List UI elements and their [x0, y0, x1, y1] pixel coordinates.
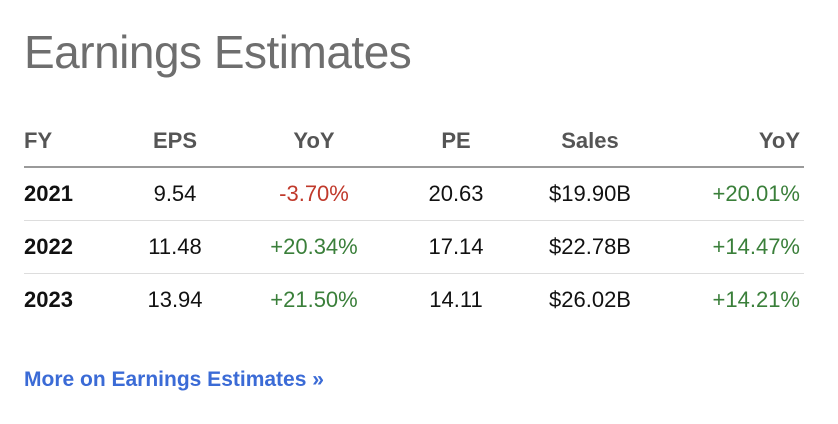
widget-title: Earnings Estimates [24, 26, 412, 78]
table-row: 2021 9.54 -3.70% 20.63 $19.90B +20.01% [24, 167, 804, 221]
header-row: FY EPS YoY PE Sales YoY [24, 116, 804, 168]
table-row: 2023 13.94 +21.50% 14.11 $26.02B +14.21% [24, 274, 804, 327]
eps-cell: 13.94 [147, 287, 203, 312]
more-earnings-estimates-link[interactable]: More on Earnings Estimates » [24, 368, 324, 391]
eps-cell: 9.54 [116, 167, 234, 221]
table-row: 2022 11.48 +20.34% 17.14 $22.78B +14.47% [24, 220, 804, 274]
sales-cell: $22.78B [518, 220, 662, 274]
sales-yoy-cell: +20.01% [662, 167, 804, 221]
pe-cell: 17.14 [394, 220, 518, 274]
eps-yoy-cell: +21.50% [270, 287, 358, 312]
pe-cell: 20.63 [394, 167, 518, 221]
eps-yoy-cell: +20.34% [234, 220, 394, 274]
sales-cell: $19.90B [518, 167, 662, 221]
column-header-eps-yoy: YoY [234, 116, 394, 168]
column-header-sales: Sales [518, 116, 662, 168]
table-body: 2021 9.54 -3.70% 20.63 $19.90B +20.01% 2… [24, 167, 804, 326]
sales-yoy-cell: +14.47% [662, 220, 804, 274]
column-header-pe: PE [394, 116, 518, 168]
column-header-eps: EPS [116, 116, 234, 168]
fy-cell: 2022 [24, 220, 116, 274]
sales-cell: $26.02B [549, 287, 631, 312]
fy-cell: 2021 [24, 167, 116, 221]
column-header-fy: FY [24, 116, 116, 168]
column-header-sales-yoy: YoY [662, 116, 804, 168]
sales-yoy-cell: +14.21% [712, 287, 800, 312]
earnings-estimates-table: FY EPS YoY PE Sales YoY 2021 9.54 -3.70%… [24, 116, 804, 326]
fy-cell: 2023 [24, 287, 73, 312]
eps-cell: 11.48 [116, 220, 234, 274]
table-header: FY EPS YoY PE Sales YoY [24, 116, 804, 168]
pe-cell: 14.11 [429, 287, 483, 312]
eps-yoy-cell: -3.70% [234, 167, 394, 221]
